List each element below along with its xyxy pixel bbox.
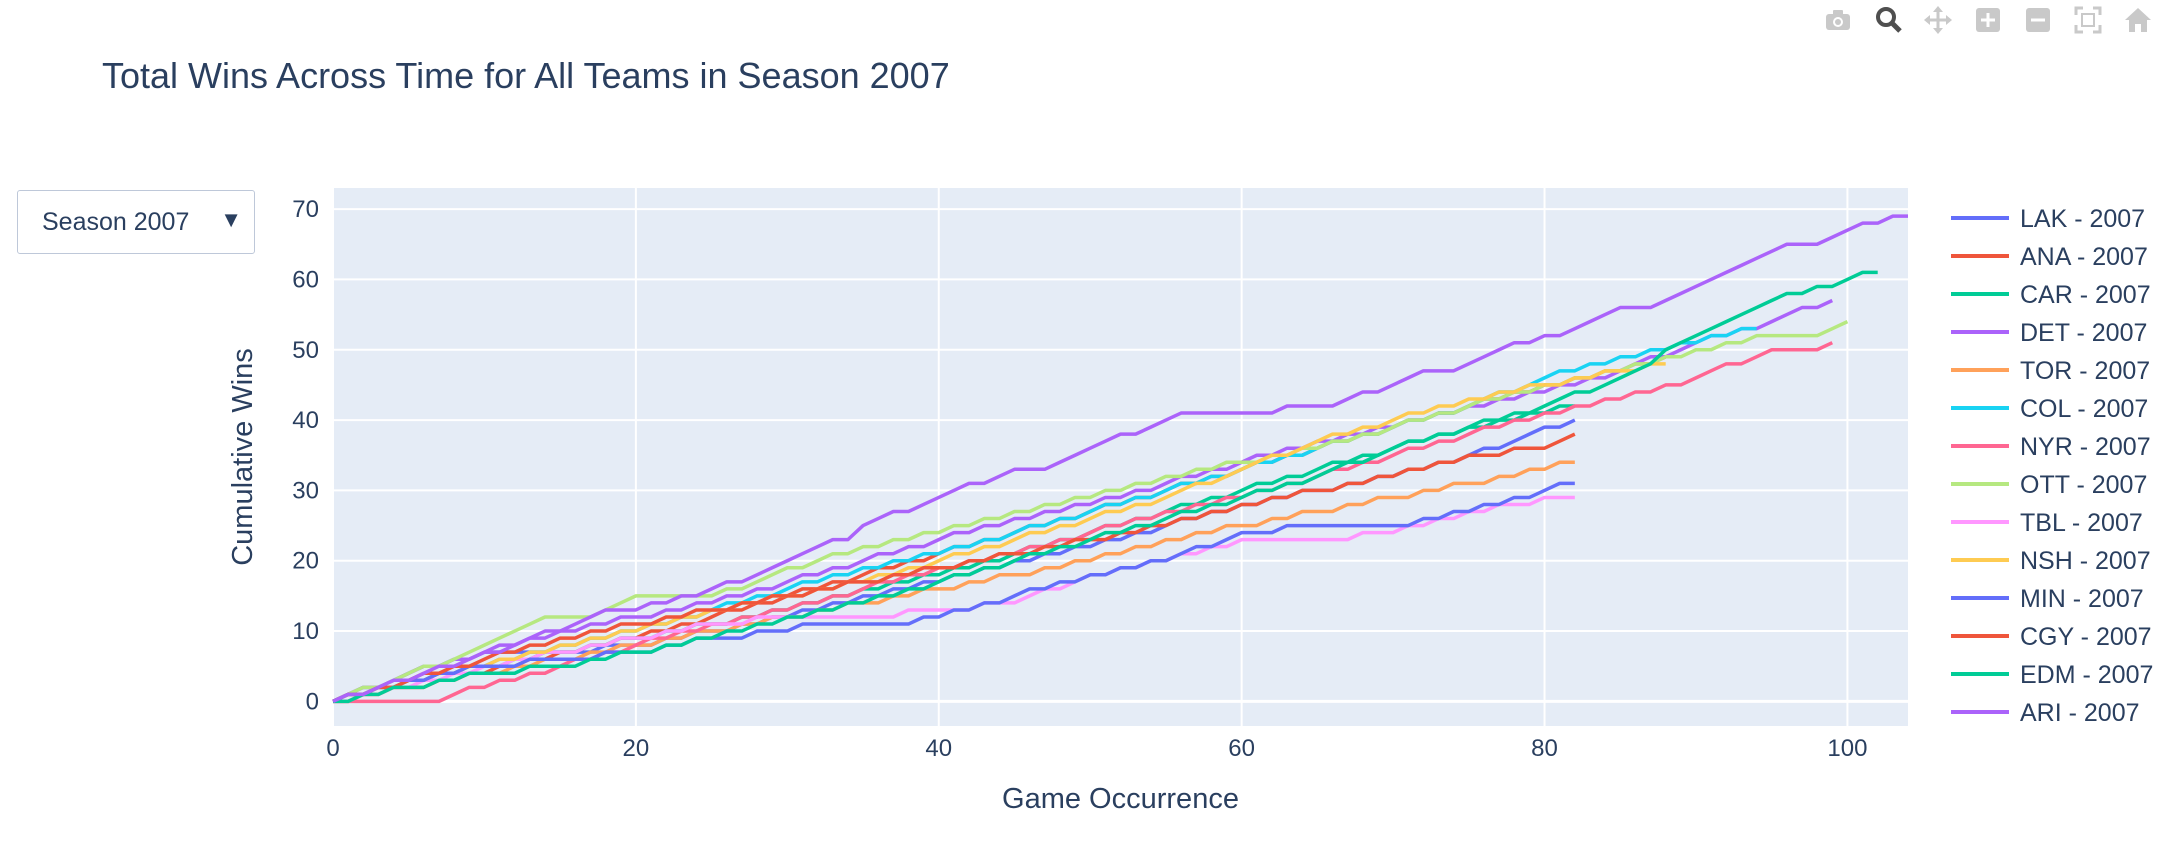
legend-item-tbl[interactable]: TBL - 2007 (1951, 509, 2143, 537)
legend-label: NYR - 2007 (2020, 433, 2151, 461)
series-line-edm (333, 270, 1878, 704)
legend[interactable]: LAK - 2007 ANA - 2007 CAR - 2007 DET - 2007… (1951, 205, 2153, 727)
y-tick-label: 0 (306, 688, 319, 715)
legend-label: MIN - 2007 (2020, 585, 2144, 613)
series-line-tor (333, 460, 1575, 704)
legend-label: TOR - 2007 (2020, 357, 2150, 385)
legend-label: LAK - 2007 (2020, 205, 2145, 233)
series-group (332, 214, 1908, 704)
legend-item-ana[interactable]: ANA - 2007 (1951, 243, 2148, 271)
legend-label: CGY - 2007 (2020, 623, 2152, 651)
legend-item-cgy[interactable]: CGY - 2007 (1951, 623, 2152, 651)
x-tick-label: 80 (1531, 735, 1558, 762)
x-tick-label: 40 (925, 735, 952, 762)
legend-item-edm[interactable]: EDM - 2007 (1951, 661, 2153, 689)
zoom-in-icon[interactable] (1970, 2, 2006, 38)
legend-label: ARI - 2007 (2020, 699, 2140, 727)
legend-item-car[interactable]: CAR - 2007 (1951, 281, 2151, 309)
modebar (1820, 2, 2156, 38)
plot-background (333, 188, 1908, 726)
y-tick-label: 10 (292, 618, 319, 645)
legend-label: OTT - 2007 (2020, 471, 2147, 499)
pan-icon[interactable] (1920, 2, 1956, 38)
y-tick-label: 70 (292, 196, 319, 223)
camera-icon[interactable] (1820, 2, 1856, 38)
legend-item-nyr[interactable]: NYR - 2007 (1951, 433, 2151, 461)
legend-label: EDM - 2007 (2020, 661, 2153, 689)
y-tick-label: 30 (292, 477, 319, 504)
x-tick-label: 0 (326, 735, 339, 762)
reset-axes-icon[interactable] (2120, 2, 2156, 38)
y-tick-label: 20 (292, 548, 319, 575)
x-axis-title: Game Occurrence (1002, 783, 1239, 815)
zoom-out-icon[interactable] (2020, 2, 2056, 38)
season-dropdown[interactable]: Season 2007 ▼ (17, 190, 255, 254)
legend-item-ott[interactable]: OTT - 2007 (1951, 471, 2147, 499)
y-axis-title: Cumulative Wins (227, 348, 259, 566)
y-tick-label: 60 (292, 266, 319, 293)
series-line-det (332, 298, 1834, 703)
series-line-cgy (332, 432, 1576, 703)
chevron-down-icon: ▼ (220, 207, 242, 232)
autoscale-icon[interactable] (2070, 2, 2106, 38)
series-line-min (332, 481, 1575, 703)
y-tick-label: 40 (292, 407, 319, 434)
x-tick-label: 100 (1827, 735, 1867, 762)
legend-label: NSH - 2007 (2020, 547, 2151, 575)
legend-item-ari[interactable]: ARI - 2007 (1951, 699, 2140, 727)
legend-label: TBL - 2007 (2020, 509, 2143, 537)
legend-label: CAR - 2007 (2020, 281, 2151, 309)
legend-item-col[interactable]: COL - 2007 (1951, 395, 2148, 423)
legend-label: COL - 2007 (2020, 395, 2148, 423)
legend-item-nsh[interactable]: NSH - 2007 (1951, 547, 2151, 575)
tick-labels: 0 20 40 60 80 100 0 10 20 30 40 50 60 70 (292, 196, 1867, 762)
legend-label: DET - 2007 (2020, 319, 2147, 347)
x-tick-label: 60 (1228, 735, 1255, 762)
legend-label: ANA - 2007 (2020, 243, 2148, 271)
legend-item-tor[interactable]: TOR - 2007 (1951, 357, 2150, 385)
series-line-ari (332, 214, 1908, 703)
chart-title: Total Wins Across Time for All Teams in … (102, 55, 950, 96)
x-tick-label: 20 (623, 735, 650, 762)
legend-item-min[interactable]: MIN - 2007 (1951, 585, 2144, 613)
season-dropdown-label: Season 2007 (42, 207, 190, 236)
y-tick-label: 50 (292, 337, 319, 364)
legend-item-lak[interactable]: LAK - 2007 (1951, 205, 2145, 233)
series-line-nsh (332, 362, 1666, 703)
zoom-icon[interactable] (1870, 2, 1906, 38)
legend-item-det[interactable]: DET - 2007 (1951, 319, 2147, 347)
